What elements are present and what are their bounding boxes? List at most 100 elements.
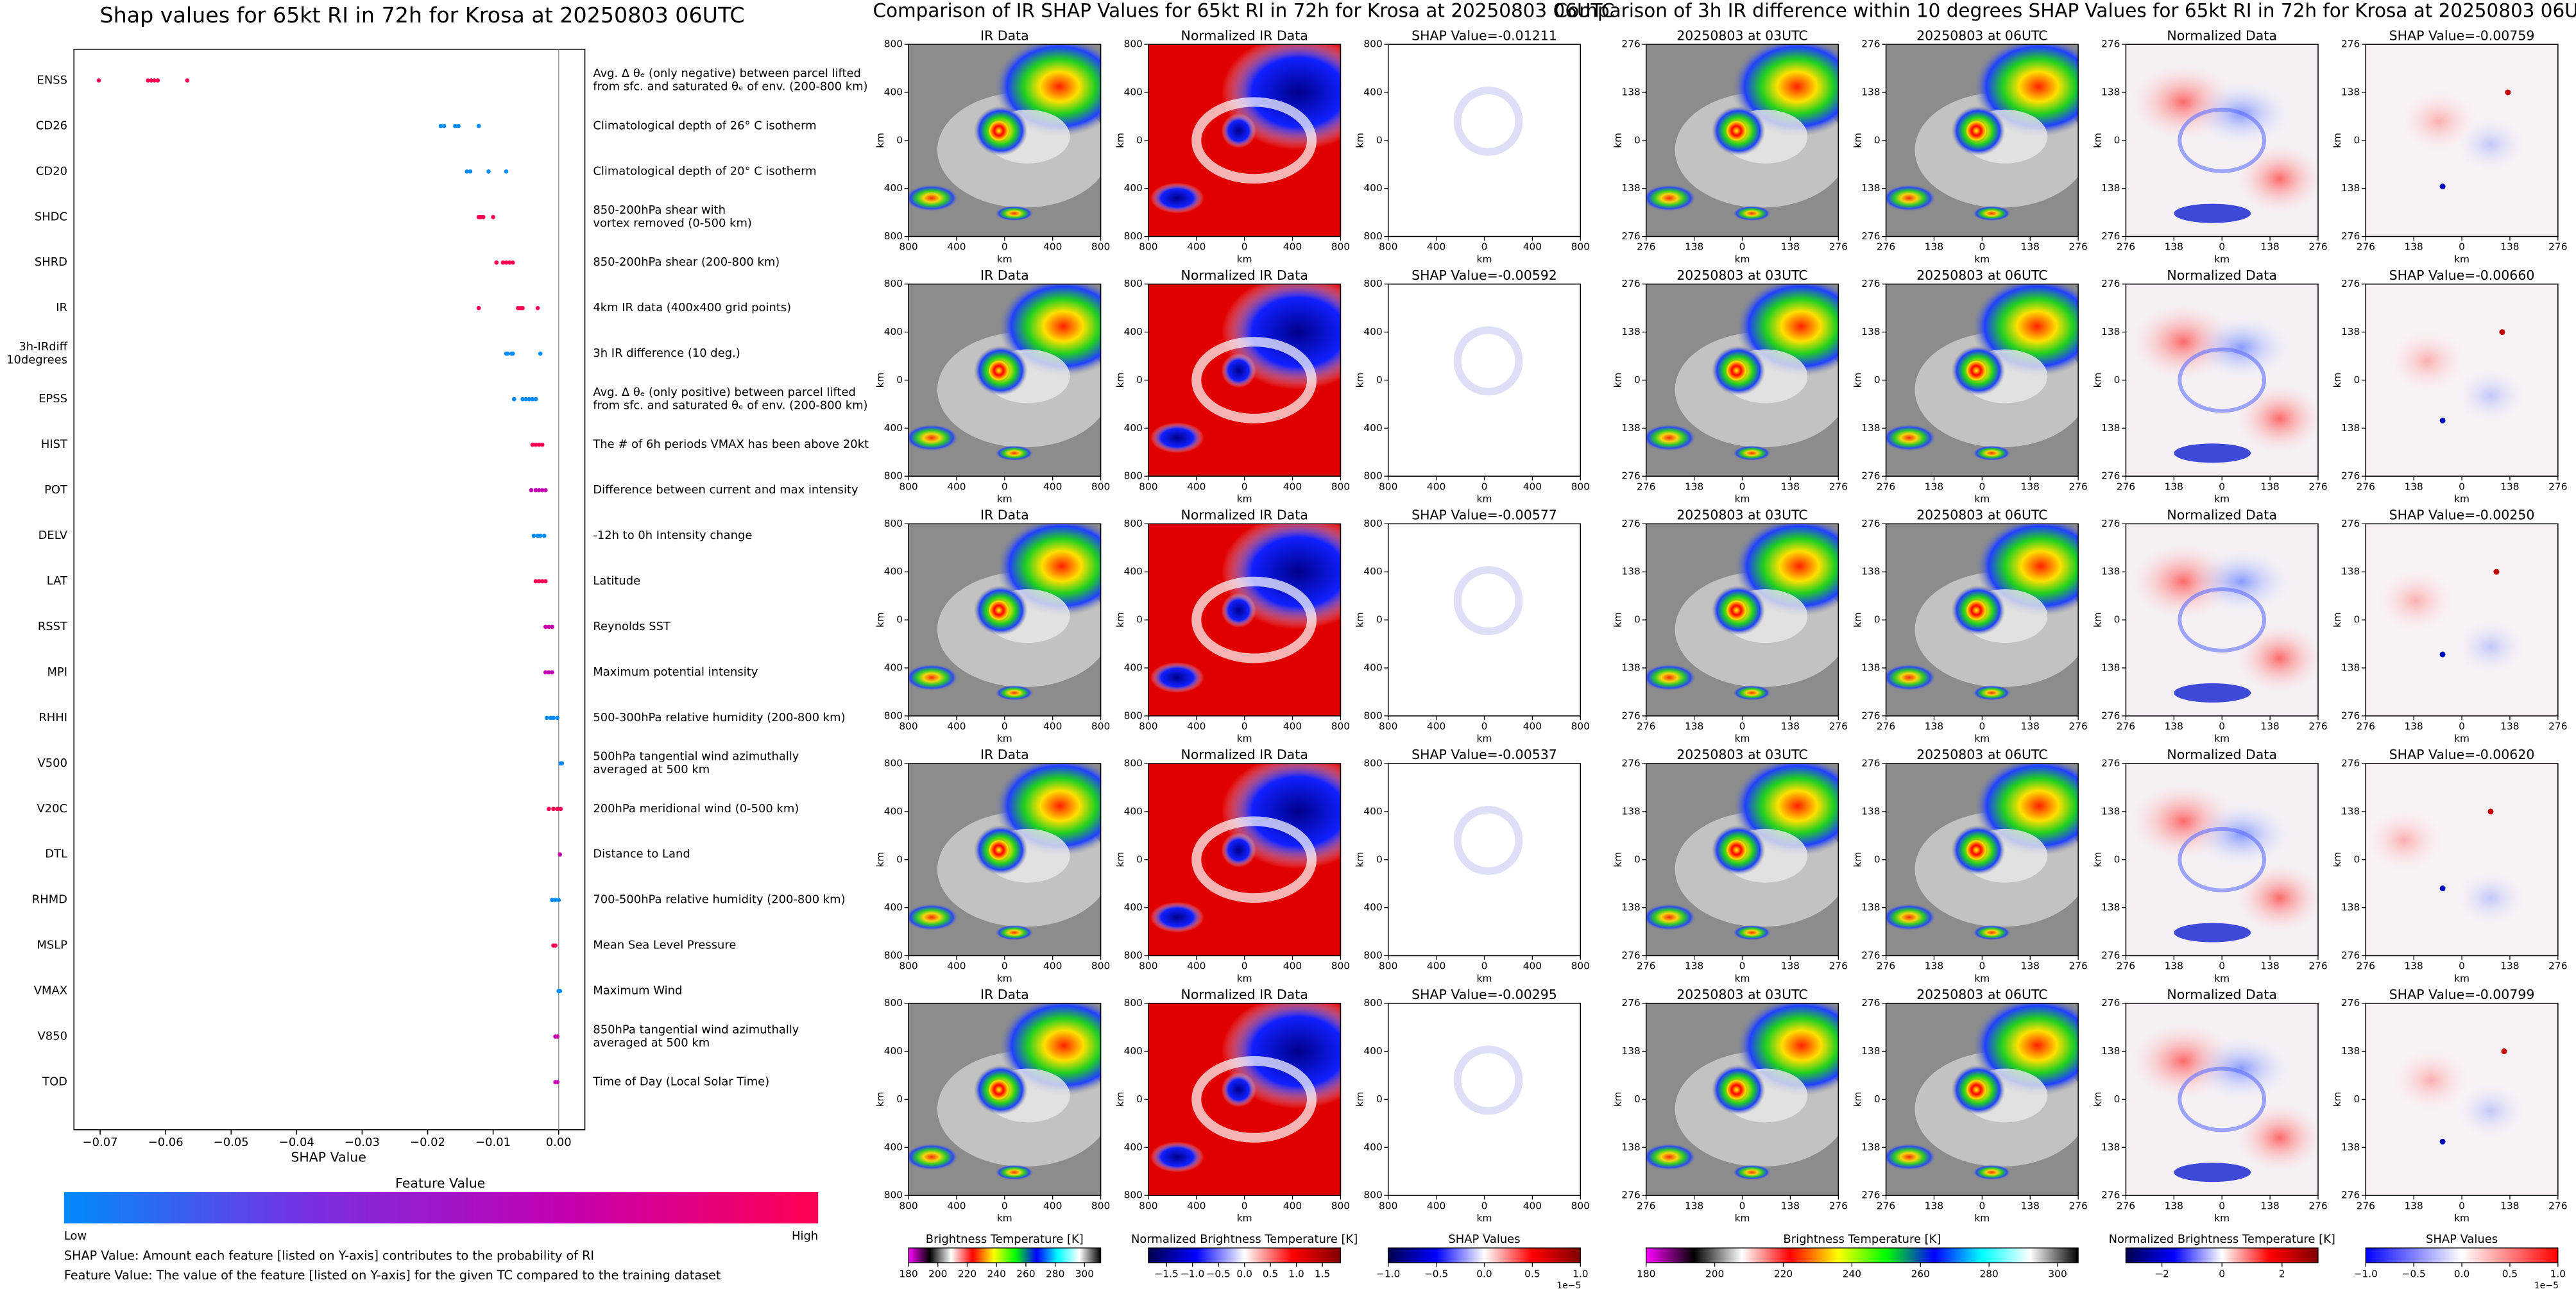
cool — [2452, 113, 2529, 175]
x-tick-label: 0 — [1002, 481, 1008, 492]
x-tick-label: 138 — [2500, 241, 2519, 253]
y-tick-label: 400 — [1124, 86, 1143, 98]
x-tick-label: 400 — [1283, 721, 1302, 732]
point — [494, 260, 499, 265]
y-tick-label: 800 — [1124, 38, 1143, 50]
y-tick-label: 400 — [1124, 422, 1143, 434]
y-tick-label: 400 — [884, 1045, 903, 1057]
x-tick-label: 138 — [2165, 1200, 2183, 1211]
colorbar-tick-label: 0.0 — [1236, 1268, 1252, 1279]
point — [505, 351, 510, 356]
x-tick-label: 276 — [2117, 481, 2135, 492]
image-bg — [1388, 524, 1581, 716]
x-tick-label: 138 — [2260, 481, 2279, 492]
cloud — [994, 205, 1034, 221]
point — [558, 989, 563, 993]
panel-title: IR Data — [980, 747, 1029, 762]
colorbar-tick-label: 2 — [2279, 1268, 2285, 1279]
image-panel — [1148, 1003, 1341, 1196]
x-tick-label: 800 — [899, 481, 917, 492]
x-tick-label: 400 — [1043, 1200, 1062, 1211]
swirl — [2178, 826, 2267, 892]
y-tick-label: 138 — [1621, 1141, 1640, 1153]
y-axis-label: km — [2332, 612, 2343, 627]
x-tick-label: 400 — [1523, 241, 1542, 253]
point — [540, 579, 545, 584]
colorbar-tick-label: −2 — [2154, 1268, 2169, 1279]
colorbar — [1148, 1247, 1342, 1263]
y-tick-label: 276 — [1621, 1190, 1640, 1201]
x-tick-label: 276 — [2548, 241, 2567, 253]
point — [559, 761, 565, 766]
y-tick-label: 400 — [1124, 901, 1143, 913]
y-tick-label: 400 — [884, 662, 903, 673]
feature-description: The # of 6h periods VMAX has been above … — [592, 438, 869, 451]
y-tick-label: 0 — [1376, 134, 1383, 146]
x-tick-label: 800 — [1379, 1200, 1397, 1211]
x-axis-label: km — [1735, 973, 1750, 984]
y-axis-label: km — [2092, 1091, 2103, 1107]
point — [533, 397, 538, 402]
feature-description: -12h to 0h Intensity change — [593, 529, 752, 542]
image-panel — [1388, 1003, 1581, 1196]
y-tick-label: 0 — [896, 614, 903, 626]
x-tick-label: 138 — [2021, 1200, 2040, 1211]
eye — [1725, 119, 1748, 142]
panel-title: 20250803 at 03UTC — [1676, 508, 1807, 523]
point — [510, 260, 515, 265]
x-tick-label: 800 — [1331, 481, 1350, 492]
y-tick-label: 138 — [1861, 566, 1880, 577]
eye — [1725, 838, 1748, 862]
y-tick-label: CD20 — [36, 164, 67, 178]
cold-region — [1150, 182, 1204, 214]
x-tick-label: 0 — [1002, 960, 1008, 972]
y-tick-label: 400 — [1363, 1141, 1382, 1153]
colorbar — [2125, 1247, 2319, 1263]
image-bg — [1388, 284, 1581, 477]
panel-title: Normalized Data — [2167, 747, 2277, 762]
colorbar-label: Normalized Brightness Temperature [K] — [2109, 1233, 2335, 1246]
feature-description: Avg. Δ θₑ (only positive) between parcel… — [593, 386, 867, 413]
y-tick-label: 800 — [1124, 278, 1143, 289]
x-tick-label: 400 — [1283, 1200, 1302, 1211]
y-tick-label: 138 — [2101, 422, 2120, 434]
point — [555, 1034, 560, 1039]
x-tick-label: 400 — [1283, 241, 1302, 253]
y-tick-label: 138 — [2101, 805, 2120, 817]
plot-frame — [73, 49, 586, 1131]
image-panel — [1646, 764, 1839, 956]
y-axis-label: km — [1354, 133, 1366, 148]
point — [556, 898, 561, 903]
swirl — [2178, 1066, 2267, 1132]
y-tick-label: 138 — [2341, 805, 2360, 817]
image-panel — [1148, 524, 1341, 716]
x-axis-label: km — [997, 733, 1012, 744]
cloud — [908, 663, 959, 691]
y-tick-label: MSLP — [37, 939, 67, 952]
y-tick-label: 400 — [1363, 86, 1382, 98]
image-panel — [2366, 1003, 2558, 1196]
image-panel — [1886, 284, 2079, 477]
y-tick-label: 0 — [1634, 614, 1641, 626]
y-tick-label: 400 — [1124, 805, 1143, 817]
x-axis-label: km — [2214, 733, 2230, 744]
footnote: Feature Value: The value of the feature … — [64, 1268, 721, 1283]
eye — [1965, 1078, 1988, 1102]
x-tick-label: 400 — [1187, 721, 1206, 732]
y-axis-label: km — [874, 1091, 886, 1107]
y-tick-label: 138 — [1621, 182, 1640, 194]
cold-region — [1150, 662, 1204, 693]
x-tick-label: 0 — [2459, 960, 2465, 972]
x-tick-label: 138 — [1781, 960, 1800, 972]
y-tick-label: 276 — [1621, 758, 1640, 769]
feature-description: 500hPa tangential wind azimuthally averag… — [593, 750, 799, 777]
x-tick-label: 800 — [899, 721, 917, 732]
point — [551, 715, 556, 721]
x-tick-label: 276 — [1637, 481, 1655, 492]
colorbar — [2365, 1247, 2559, 1263]
cloud — [1886, 903, 1936, 931]
x-axis-label: km — [1477, 1212, 1492, 1224]
x-tick-label: 138 — [2260, 1200, 2279, 1211]
y-tick-label: HIST — [41, 438, 67, 451]
x-tick-label: 276 — [1877, 481, 1895, 492]
